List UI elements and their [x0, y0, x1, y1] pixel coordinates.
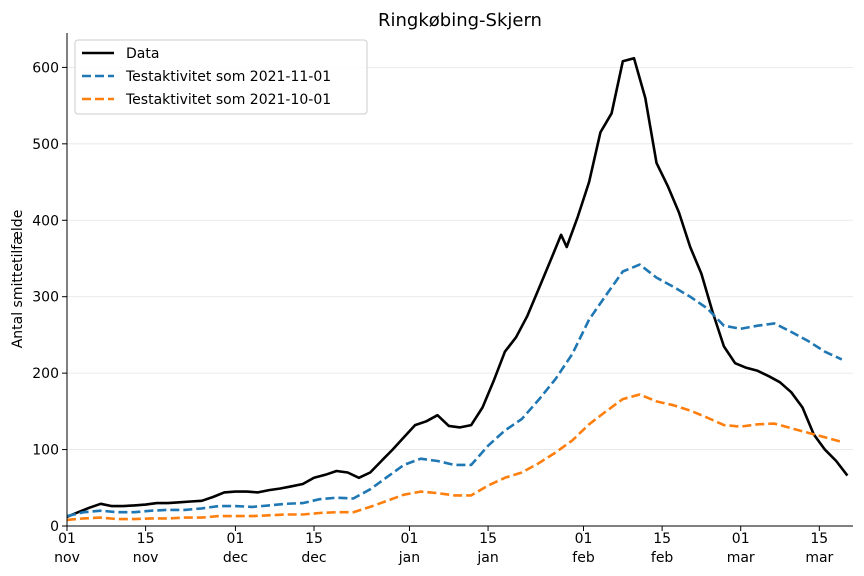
- y-tick-label: 600: [32, 60, 59, 76]
- legend: Data Testaktivitet som 2021-11-01 Testakti…: [74, 39, 368, 115]
- series-line-3: [66, 393, 843, 522]
- y-tick-label: 200: [32, 366, 59, 382]
- x-tick-day: 15: [137, 531, 155, 547]
- x-tick-day: 01: [575, 531, 593, 547]
- y-axis-label: Antal smittetilfælde: [10, 210, 26, 349]
- x-tick-month: feb: [572, 550, 595, 566]
- x-tick-day: 01: [732, 531, 750, 547]
- x-tick-month: nov: [54, 550, 80, 566]
- x-tick-month: mar: [805, 550, 833, 566]
- x-tick-month: dec: [223, 550, 248, 566]
- x-tick-month: nov: [133, 550, 159, 566]
- x-tick-day: 01: [58, 531, 76, 547]
- axes: [66, 33, 853, 527]
- x-tick-day: 15: [653, 531, 671, 547]
- x-tick-day: 15: [479, 531, 497, 547]
- x-tick-day: 15: [305, 531, 323, 547]
- legend-label-2: Testaktivitet som 2021-11-01: [125, 69, 331, 85]
- x-tick-month: jan: [476, 550, 498, 566]
- x-tick-month: mar: [727, 550, 755, 566]
- gridlines: [67, 66, 853, 450]
- series-line-2: [66, 263, 843, 518]
- x-axis-ticks: 01 nov 15 nov 01 dec 15 dec 01 jan 15 jan 01 feb 15 feb…: [54, 526, 834, 566]
- x-tick-month: jan: [398, 550, 420, 566]
- x-tick-day: 01: [401, 531, 419, 547]
- y-axis-ticks: 0 100 200 300 400 500 600: [32, 60, 67, 535]
- y-tick-label: 300: [32, 290, 59, 306]
- x-tick-day: 01: [227, 531, 245, 547]
- y-tick-label: 100: [32, 443, 59, 459]
- legend-label-1: Data: [126, 46, 159, 62]
- series-line-1: [66, 56, 849, 519]
- chart-title: Ringkøbing-Skjern: [378, 10, 542, 31]
- y-tick-label: 0: [50, 519, 59, 535]
- series-lines: [66, 56, 849, 522]
- y-tick-label: 500: [32, 137, 59, 153]
- x-tick-month: dec: [301, 550, 326, 566]
- legend-box: [74, 39, 368, 115]
- y-tick-label: 400: [32, 213, 59, 229]
- legend-label-3: Testaktivitet som 2021-10-01: [125, 92, 331, 108]
- x-tick-day: 15: [810, 531, 828, 547]
- x-tick-month: feb: [651, 550, 674, 566]
